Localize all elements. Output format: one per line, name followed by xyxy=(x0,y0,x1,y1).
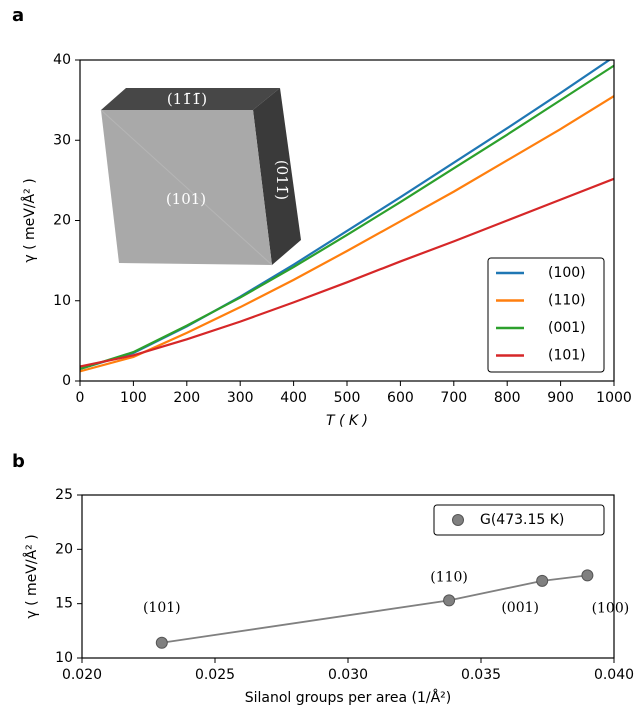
axes-frame xyxy=(81,494,615,659)
x-tick-label: 0.035 xyxy=(461,667,501,683)
legend-box xyxy=(433,504,605,536)
axes-frame xyxy=(79,59,615,382)
inset-label: (101) xyxy=(166,190,206,208)
point xyxy=(155,636,168,649)
inset-label: (011̄) xyxy=(273,160,291,200)
y-tick-label: 0 xyxy=(62,373,71,389)
x-tick-label: 700 xyxy=(440,390,467,406)
x-tick-label: 0 xyxy=(76,390,85,406)
x-tick-label: 300 xyxy=(227,390,254,406)
legend-label: (001) xyxy=(548,320,586,336)
cube-diagonal xyxy=(100,109,273,266)
x-tick-label: 200 xyxy=(173,390,200,406)
point xyxy=(536,574,549,587)
line-series xyxy=(80,64,614,371)
legend-label: (110) xyxy=(548,293,586,309)
legend-label: (100) xyxy=(548,265,586,281)
x-tick-label: 0.025 xyxy=(195,667,235,683)
point-label: (100) xyxy=(592,600,630,616)
y-axis-label: γ ( meV/Å² ) xyxy=(21,178,38,262)
x-tick-label: 900 xyxy=(547,390,574,406)
point-label: (001) xyxy=(501,600,539,616)
x-tick-label: 1000 xyxy=(596,390,632,406)
point xyxy=(443,594,456,607)
panel-label: b xyxy=(12,451,25,472)
line-series xyxy=(80,177,614,368)
panel-label: a xyxy=(12,5,24,26)
x-tick-label: 100 xyxy=(120,390,147,406)
point-label: (101) xyxy=(143,600,181,616)
point-label: (110) xyxy=(430,569,468,585)
legend-box xyxy=(487,257,605,373)
x-axis-label: T ( K ) xyxy=(326,413,368,429)
cube-side xyxy=(253,88,301,265)
x-tick-label: 600 xyxy=(387,390,414,406)
cube-top xyxy=(101,88,280,110)
cube-inset: (11̄1̄) (101) (011̄) xyxy=(100,88,301,266)
x-tick-label: 0.030 xyxy=(328,667,368,683)
plot-area xyxy=(80,60,614,373)
y-tick-label: 30 xyxy=(53,132,71,148)
legend-swatch xyxy=(452,514,464,526)
y-tick-label: 20 xyxy=(53,213,71,229)
x-axis-label: Silanol groups per area (1/Å²) xyxy=(245,689,452,706)
x-tick-label: 400 xyxy=(280,390,307,406)
x-tick-label: 500 xyxy=(334,390,361,406)
plot-area xyxy=(161,574,588,644)
line-series xyxy=(80,95,614,373)
x-tick-label: 0.020 xyxy=(62,667,102,683)
y-tick-label: 20 xyxy=(55,541,73,557)
x-tick-label: 0.040 xyxy=(594,667,634,683)
y-tick-label: 10 xyxy=(53,293,71,309)
point xyxy=(581,569,594,582)
inset-label: (11̄1̄) xyxy=(167,90,207,108)
y-tick-label: 40 xyxy=(53,52,71,68)
y-tick-label: 25 xyxy=(55,487,73,503)
y-tick-label: 10 xyxy=(55,650,73,666)
y-axis-label: γ ( meV/Å² ) xyxy=(23,534,40,618)
legend-label: G(473.15 K) xyxy=(480,512,564,528)
trend-line xyxy=(161,574,588,644)
legend-label: (101) xyxy=(548,348,586,364)
x-tick-label: 800 xyxy=(494,390,521,406)
y-tick-label: 15 xyxy=(55,596,73,612)
